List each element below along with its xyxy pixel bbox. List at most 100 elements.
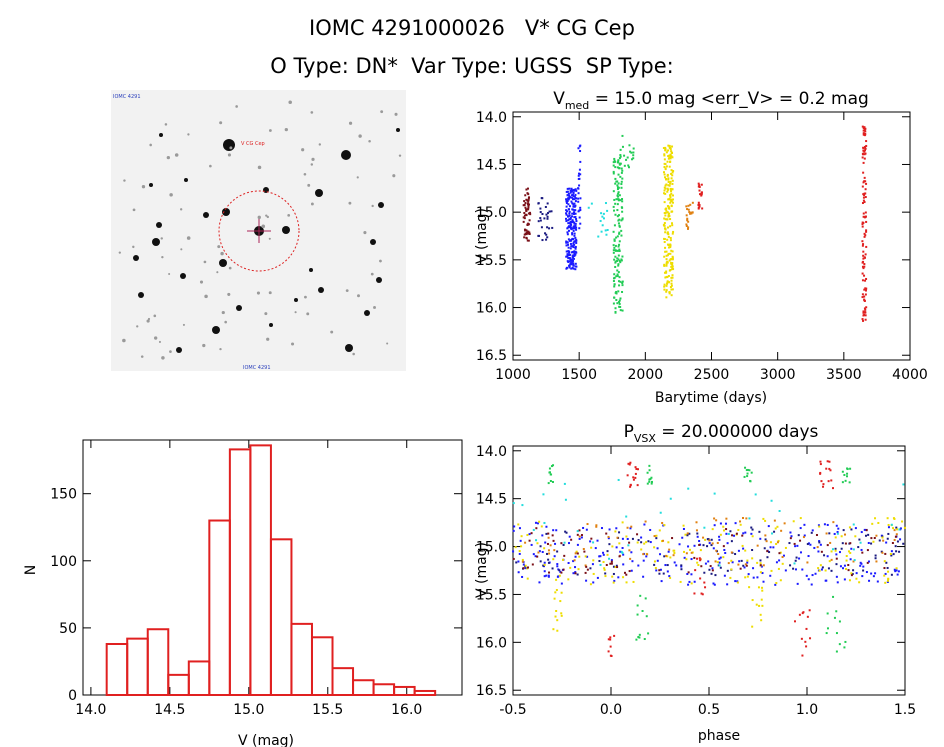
lightcurve-point [572,264,575,267]
phased-point [761,604,764,607]
lightcurve-point [524,194,527,197]
phased-point [744,563,747,566]
faint-star-icon [268,291,272,295]
lightcurve-point [665,254,668,257]
phased-point [626,474,629,477]
lightcurve-point [614,311,617,314]
phased-point [542,493,545,496]
faint-star-icon [209,164,212,168]
lightcurve-point [566,210,569,213]
phased-point [740,559,743,562]
phased-point [629,461,632,464]
phased-point [617,478,620,481]
phased-point [536,542,539,545]
phased-point [827,480,830,483]
histogram-frame [82,439,463,696]
lightcurve-point [863,192,866,195]
lightcurve-point [525,208,528,211]
lightcurve-point [669,252,672,255]
phased-point [895,533,898,536]
phased-point [583,550,586,553]
faint-star-icon [220,251,224,256]
lightcurve-point [618,224,621,227]
lightcurve-point [527,206,530,209]
lightcurve-point [574,246,577,249]
phased-point [563,541,566,544]
phased-point [555,588,558,591]
phased-point [719,522,722,525]
histogram-bar [208,519,231,696]
histogram-bar [126,637,149,697]
phased-point [847,564,850,567]
phased-point [877,521,880,524]
phased-point [543,570,546,573]
phased-point [744,549,747,552]
phased-point [698,557,701,560]
phased-point [835,610,838,613]
phased-point [686,534,689,537]
faint-star-icon [164,123,168,126]
phased-point [630,525,633,528]
lightcurve-point [545,233,548,236]
lightcurve-xtick-label: 1500 [561,367,597,383]
phased-point [887,577,890,580]
lightcurve-point [537,220,540,223]
lightcurve-point [862,212,865,215]
faint-star-icon [345,289,349,292]
lightcurve-point [685,225,688,228]
lightcurve-point [863,232,866,235]
phased-point [696,561,699,564]
lightcurve-point [671,276,674,279]
lightcurve-point [570,263,573,266]
lightcurve-point [614,249,617,252]
lightcurve-point [671,171,674,174]
phased-point [556,550,559,553]
phased-point [847,569,850,572]
lightcurve-point [664,231,667,234]
phased-point [795,556,798,559]
lightcurve-point [568,194,571,197]
lightcurve-point [665,284,668,287]
phased-points [512,460,906,658]
phased-point [545,574,548,577]
lightcurve-point [612,251,615,254]
lightcurve-point [574,222,577,225]
phased-point [690,558,693,561]
lightcurve-point [616,161,619,164]
faint-star-icon [257,215,261,219]
faint-star-icon [368,140,371,143]
phased-point [830,558,833,561]
lightcurve-point [525,198,528,201]
lightcurve-point [864,308,867,311]
lightcurve-point [864,253,867,256]
phased-point [559,570,562,573]
phased-point [560,542,563,545]
phased-point [512,557,515,560]
star-icon [318,287,324,293]
phased-point [635,638,638,641]
phased-point [759,562,762,565]
lightcurve-point [864,318,867,321]
lightcurve-point [613,285,616,288]
lightcurve-point [865,229,868,232]
lightcurve-point [665,183,668,186]
histogram-bar [290,622,313,696]
lightcurve-point [619,154,622,157]
phased-point [722,556,725,559]
lightcurve-point [667,235,670,238]
lightcurve-point [571,266,574,269]
lightcurve-point [671,261,674,264]
phased-point [555,578,558,581]
phased-point [866,549,869,552]
phased-point [769,541,772,544]
lightcurve-point [862,171,865,174]
lightcurve-point [666,281,669,284]
phased-point [589,540,592,543]
lightcurve-point [618,225,621,228]
faint-star-icon [229,146,233,150]
lightcurve-point [864,147,867,150]
phased-point [810,583,813,586]
phased-point [536,555,539,558]
faint-star-icon [310,202,314,206]
lightcurve-point [565,198,568,201]
